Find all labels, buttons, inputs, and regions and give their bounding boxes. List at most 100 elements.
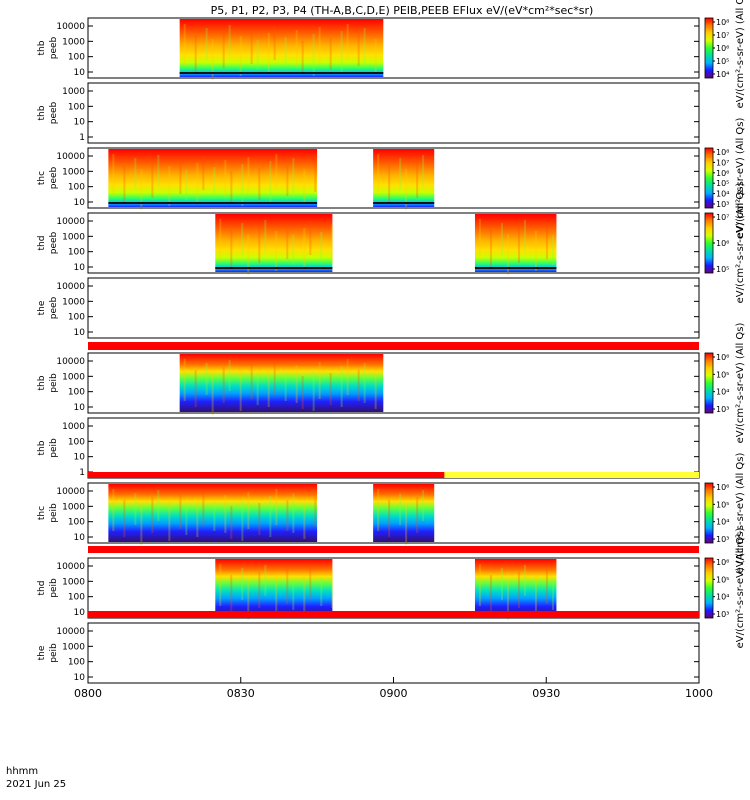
spectrogram-texture [399, 158, 402, 190]
spectrogram-texture [377, 154, 380, 196]
panel-frame [87, 277, 700, 339]
colorbar-tick-label: 10⁶ [716, 239, 729, 248]
y-tick-label: 100 [68, 437, 85, 447]
y-tick-label: 10 [74, 533, 86, 543]
spectrogram-texture [194, 370, 197, 407]
colorbar-tick-label: 10⁵ [716, 265, 729, 274]
spectrogram-texture [241, 568, 244, 600]
spectrogram-texture [112, 154, 115, 196]
spectrogram-texture [506, 579, 509, 620]
spectrogram-texture [357, 370, 360, 401]
spectrogram-texture [303, 573, 306, 612]
spectrogram-texture [286, 500, 289, 531]
panel-product-label: peib [49, 503, 59, 523]
colorbar [704, 482, 714, 544]
spectrogram-texture [258, 168, 261, 200]
spectrogram-texture [489, 230, 492, 267]
colorbar-label: eV/(cm²-s-sr-eV) (All Qs) [735, 183, 746, 304]
colorbar-tick-label: 10⁵ [716, 575, 729, 584]
panel-probe-label: the [37, 645, 47, 660]
spectrogram-texture [523, 565, 526, 596]
panel-frame [87, 147, 700, 209]
spectrogram-texture [123, 500, 126, 537]
colorbar-tick-label: 10³ [716, 535, 729, 544]
y-tick-label: 1000 [62, 297, 85, 307]
colorbar-tick-label: 10⁶ [716, 353, 729, 362]
spectrogram-texture [247, 157, 250, 194]
spectrogram-texture [286, 569, 289, 604]
colorbar-tick-label: 10⁶ [716, 169, 729, 178]
panel-thb-peib: 1 10 100 1000 thb peib [37, 417, 700, 479]
spectrogram-texture [228, 360, 231, 391]
spectrogram-texture [478, 564, 481, 606]
spectrogram-block [179, 19, 384, 77]
spectrogram-texture [112, 489, 115, 531]
y-tick-label: 10000 [56, 152, 85, 162]
spectrogram-texture [239, 36, 242, 76]
spectrogram-texture [205, 28, 208, 60]
spectrogram-texture [500, 568, 503, 600]
spectrogram-texture [318, 27, 321, 64]
y-tick-label: 100 [68, 593, 85, 603]
spectrogram-texture [320, 577, 323, 606]
x-tick-label: 0900 [380, 687, 408, 700]
y-tick-label: 1000 [62, 372, 85, 382]
spectrogram-texture [157, 490, 160, 521]
x-tick-label: 1000 [685, 687, 713, 700]
spectrogram-texture [241, 499, 244, 541]
spectrogram-texture [185, 170, 188, 200]
y-tick-label: 10000 [56, 22, 85, 32]
colorbar-label: eV/(cm²-s-sr-eV) (All Qs) [735, 528, 746, 649]
spectrogram-block [474, 214, 557, 272]
colorbar-tick-label: 10⁴ [716, 593, 729, 602]
panel-thd-peeb: 10 100 1000 10000 thd peeb 10⁷ 10⁶ 10⁵ eV/(cm²-s-… [37, 183, 746, 304]
spectrogram-texture [219, 564, 222, 606]
colorbar-tick-label: 10⁷ [716, 31, 729, 40]
panel-frame [87, 482, 700, 544]
colorbar-tick-label: 10⁸ [716, 18, 729, 27]
spectrogram-texture [363, 363, 366, 403]
spectrogram-texture [309, 566, 312, 600]
spectrogram-block [108, 149, 318, 207]
panel-the-peib: 10 100 1000 10000 the peib [37, 622, 700, 684]
spectrogram-texture [224, 495, 227, 533]
spectrogram-texture [230, 171, 233, 204]
panel-the-peeb: 10 100 1000 10000 the peeb [37, 277, 700, 339]
spectrogram-texture [256, 40, 259, 70]
spectrogram-texture [534, 576, 537, 616]
spectrogram-texture [551, 580, 554, 610]
spectrogram-floor-line [373, 202, 435, 204]
x-tick-label: 0800 [74, 687, 102, 700]
spectrogram-texture [551, 235, 554, 265]
panel-frame [87, 212, 700, 274]
panel-frame [87, 417, 700, 479]
spectrogram-texture [388, 165, 391, 202]
panel-frame [87, 622, 700, 684]
spectrogram-texture [202, 491, 205, 525]
spectrogram-texture [241, 164, 244, 206]
spectrogram-texture [179, 494, 182, 529]
spectrogram-texture [374, 39, 377, 74]
y-tick-label: 100 [68, 183, 85, 193]
spectrogram-texture [258, 227, 261, 263]
panel-probe-label: thb [37, 375, 47, 390]
spectrogram-texture [489, 575, 492, 612]
panel-probe-label: thb [37, 40, 47, 55]
spectrogram-block [108, 484, 318, 542]
spectrogram-texture [183, 359, 186, 401]
spectrogram-texture [140, 504, 143, 545]
spectrogram-texture [250, 29, 253, 64]
spectrogram-texture [211, 39, 214, 80]
colorbar-tick-label: 10⁵ [716, 500, 729, 509]
spectrogram-texture [422, 155, 425, 186]
x-tick-label: 0830 [227, 687, 255, 700]
y-tick-label: 10 [74, 403, 86, 413]
colorbar-tick-label: 10⁷ [716, 213, 729, 222]
spectrogram-texture [230, 506, 233, 539]
y-tick-label: 10000 [56, 357, 85, 367]
spectrogram-texture [247, 579, 250, 620]
panel-frame [87, 557, 700, 619]
panel-product-label: peeb [49, 231, 59, 254]
panels-group: 10 100 1000 10000 thb peeb 10⁸ 10⁷ 10⁶ 10⁵ 10⁴ eV/(… [37, 0, 746, 684]
spectrogram-texture [168, 501, 171, 541]
